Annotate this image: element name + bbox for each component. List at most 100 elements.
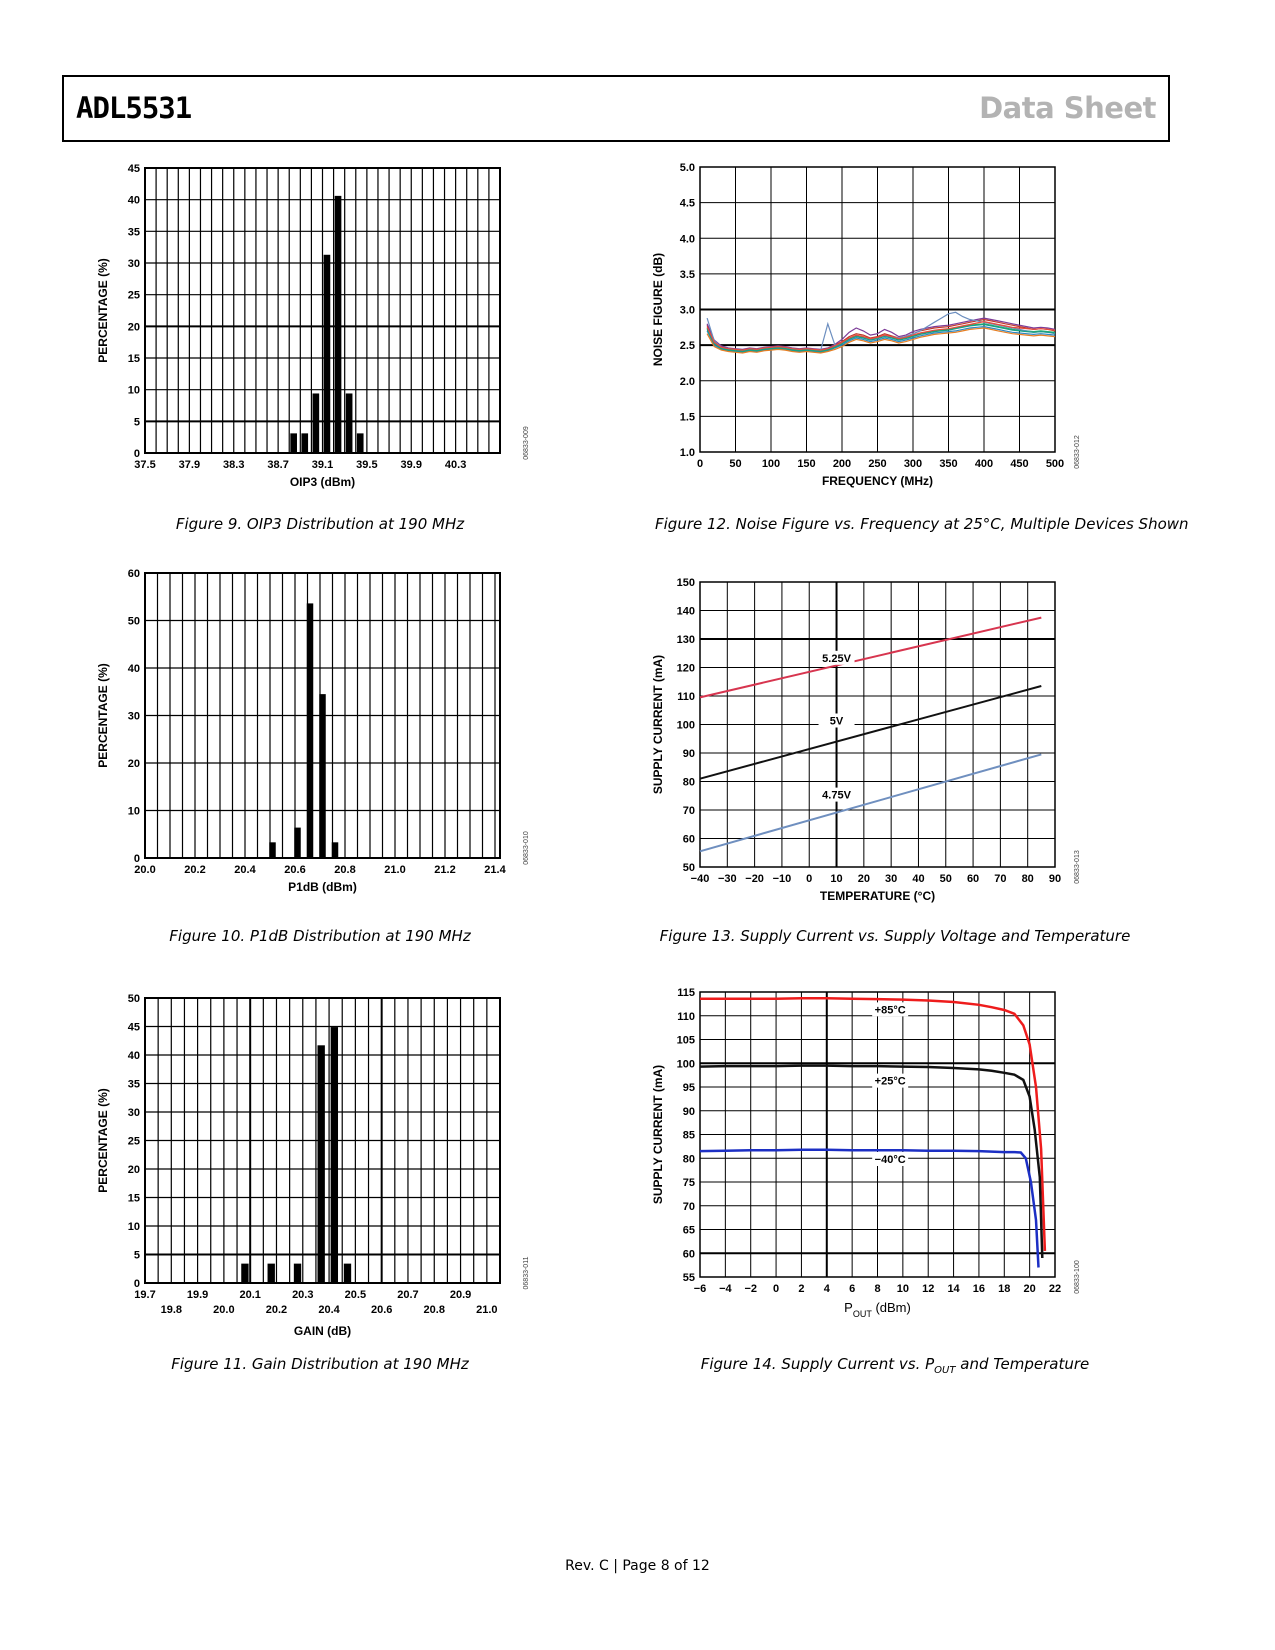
y-tick-label: 50: [128, 993, 140, 1005]
y-tick-label: 55: [683, 1272, 695, 1284]
y-tick-label: 100: [677, 720, 695, 732]
histogram-bar: [330, 1027, 339, 1283]
series-line: [699, 616, 1042, 699]
series-line: [699, 685, 1042, 780]
y-tick-label: 80: [683, 1153, 695, 1165]
x-tick-label: 19.7: [134, 1289, 155, 1301]
x-tick-label: 20.5: [345, 1289, 366, 1301]
y-tick-label: 45: [128, 1022, 140, 1034]
series-label: +85°C: [875, 1004, 906, 1016]
figure-code: 06833-100: [1074, 1260, 1081, 1294]
x-tick-label: 20.3: [292, 1289, 313, 1301]
x-tick-label: 20.4: [318, 1304, 340, 1316]
series-label-bg: [872, 1152, 909, 1166]
y-tick-label: 15: [128, 1193, 140, 1205]
y-axis-label: SUPPLY CURRENT (mA): [651, 655, 665, 794]
y-tick-label: 50: [683, 862, 695, 874]
y-tick-label: 90: [683, 748, 695, 760]
plot-frame: [699, 581, 1056, 868]
histogram-bar: [294, 827, 301, 858]
y-tick-label: 5: [134, 416, 140, 428]
series-label: 5V: [830, 716, 844, 728]
histogram-bar: [293, 1263, 302, 1283]
figure-13-caption: Figure 13. Supply Current vs. Supply Vol…: [659, 927, 1131, 945]
y-tick-label: 0: [134, 448, 140, 460]
series-line: [699, 1064, 1044, 1259]
x-tick-label: 450: [1010, 458, 1028, 470]
x-tick-label: 80: [1022, 873, 1034, 885]
figure-9-caption: Figure 9. OIP3 Distribution at 190 MHz: [175, 515, 465, 533]
figure-14: −6 −4 −2 0 2 4 6 8 10 12 14 16 18 20 22 55 60 65 70 75 80 85 9…: [651, 985, 1130, 1335]
series-label-bg: [818, 787, 855, 802]
x-axis-label: OIP3 (dBm): [290, 475, 355, 489]
y-tick-label: 40: [128, 1050, 140, 1062]
figure-10: 0 10 20 30 40 50 60 20.0 20.2 20.4 20.6 20.8 21.0 21.…: [95, 565, 555, 910]
figure-11-caption: Figure 11. Gain Distribution at 190 MHz: [171, 1355, 469, 1373]
x-tick-label: −6: [694, 1283, 707, 1295]
x-tick-label: 250: [868, 458, 886, 470]
x-tick-label: 400: [975, 458, 993, 470]
x-tick-label: 20.8: [334, 864, 355, 876]
y-tick-label: 105: [677, 1035, 695, 1047]
y-tick-label: 50: [128, 616, 140, 628]
series-line: [699, 753, 1042, 853]
x-tick-label: 150: [797, 458, 815, 470]
y-tick-label: 140: [677, 606, 695, 618]
x-tick-label: 8: [874, 1283, 880, 1295]
y-axis-label: SUPPLY CURRENT (mA): [651, 1065, 665, 1204]
x-tick-label: 70: [994, 873, 1006, 885]
y-tick-label: 15: [128, 353, 140, 365]
y-tick-label: 40: [128, 663, 140, 675]
x-tick-label: −40: [691, 873, 710, 885]
series-label: 4.75V: [822, 790, 851, 802]
series-label: −40°C: [875, 1154, 906, 1166]
x-tick-label: 20.8: [424, 1304, 445, 1316]
series-label-bg: [872, 1073, 909, 1088]
x-tick-label: 20.2: [184, 864, 205, 876]
noise-figure-chart: 0 50 100 150 200 250 300 350 400 450 500 1.0 1.5 2.0 2…: [651, 162, 1081, 488]
caption-text: and Temperature: [955, 1355, 1090, 1373]
y-tick-label: 110: [677, 1011, 695, 1023]
y-tick-label: 3.5: [680, 269, 695, 281]
y-tick-label: 35: [128, 1079, 140, 1091]
figure-code: 06833-010: [523, 831, 530, 865]
y-axis-label: NOISE FIGURE (dB): [651, 253, 665, 366]
y-tick-label: 130: [677, 634, 695, 646]
y-tick-label: 90: [683, 1106, 695, 1118]
plot-frame: [144, 167, 501, 454]
x-axis-label: POUT (dBm): [844, 1300, 911, 1319]
y-tick-label: 100: [677, 1058, 695, 1070]
histogram-bar: [290, 433, 297, 453]
histogram-bar: [356, 433, 364, 453]
y-tick-label: 3.0: [680, 305, 695, 317]
x-tick-label: 10: [897, 1283, 909, 1295]
x-tick-label: 20.9: [450, 1289, 471, 1301]
x-tick-label: 21.4: [484, 864, 506, 876]
x-axis-label: FREQUENCY (MHz): [822, 474, 933, 488]
y-tick-label: 110: [677, 691, 695, 703]
y-tick-label: 4.5: [680, 198, 695, 210]
x-tick-label: −20: [745, 873, 764, 885]
x-tick-label: 200: [833, 458, 851, 470]
y-tick-label: 25: [128, 290, 140, 302]
x-tick-label: −10: [773, 873, 792, 885]
x-tick-label: 0: [773, 1283, 779, 1295]
y-tick-label: 25: [128, 1136, 140, 1148]
figure-code: 06833-011: [523, 1256, 530, 1289]
figure-14-caption: Figure 14. Supply Current vs. POUT and T…: [655, 1355, 1135, 1376]
y-tick-label: 35: [128, 226, 140, 238]
series-line: [706, 327, 1056, 354]
series-line: [706, 320, 1056, 351]
y-tick-label: 1.0: [680, 447, 695, 459]
x-tick-label: 20.7: [397, 1289, 418, 1301]
x-tick-label: 300: [904, 458, 922, 470]
x-tick-label: 12: [922, 1283, 934, 1295]
x-tick-label: 39.1: [312, 459, 333, 471]
y-tick-label: 70: [683, 1201, 695, 1213]
y-tick-label: 150: [677, 577, 695, 589]
histogram-bar: [343, 1263, 352, 1283]
x-tick-label: 37.9: [179, 459, 200, 471]
histogram-bar: [306, 603, 314, 858]
y-tick-label: 60: [128, 568, 140, 580]
series-label: 5.25V: [822, 653, 851, 665]
